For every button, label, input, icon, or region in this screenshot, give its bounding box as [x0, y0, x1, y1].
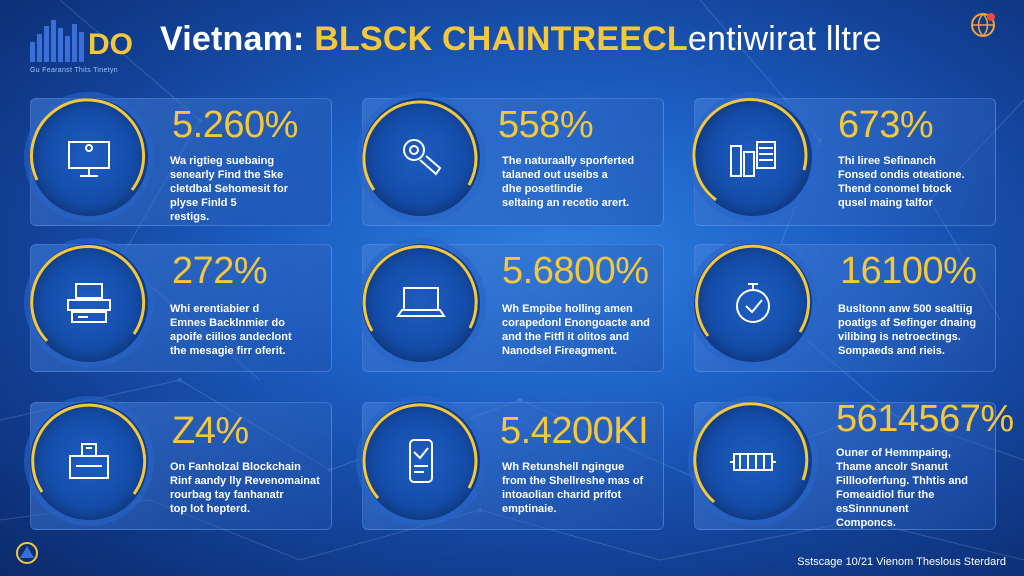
stat-value-2: 558%	[498, 104, 594, 146]
server-box-icon	[69, 443, 109, 479]
stat-desc-line: intoaolian charid prifot	[502, 489, 622, 501]
stat-desc-line: vilibing is netroectings.	[838, 331, 961, 343]
stat-desc-line: qusel maing talfor	[838, 197, 933, 209]
stat-desc-line: plyse Finld 5	[170, 197, 237, 209]
stat-value-3: 673%	[838, 104, 934, 146]
stat-ring-7	[30, 402, 148, 520]
stat-value-5: 5.6800%	[502, 250, 649, 292]
stat-desc-8: Wh Retunshell ngingue from the Shellresh…	[502, 460, 672, 516]
stat-desc-line: On Fanholzal Blockchain	[170, 461, 301, 473]
circuit-icon	[730, 453, 776, 471]
stat-ring-6	[694, 244, 812, 362]
footer-logo-icon	[16, 542, 38, 564]
stat-desc-line: apoife ciilios andeclont	[170, 331, 292, 343]
svg-text:DO: DO	[88, 28, 133, 61]
stat-ring-3	[692, 98, 812, 216]
stat-desc-line: seltaing an recetio arert.	[502, 197, 630, 209]
stat-ring-4	[30, 244, 148, 362]
stat-desc-line: the mesagie firr oferit.	[170, 345, 286, 357]
stat-desc-2: The naturaally sporferted talaned out us…	[502, 154, 672, 210]
stat-desc-line: Wh Empibe holling amen	[502, 303, 633, 315]
stat-desc-line: Fomeaidiol fiur the	[836, 489, 935, 501]
stat-desc-line: Nanodsel Fireagment.	[502, 345, 617, 357]
stat-desc-line: Filllooferfung. Thhtis and	[836, 475, 968, 487]
title-country: Vietnam:	[160, 20, 315, 58]
stat-value-4: 272%	[172, 250, 268, 292]
stat-desc-line: Sompaeds and rieis.	[838, 345, 945, 357]
stat-desc-line: and the Fitfl it olitos and	[502, 331, 630, 343]
brand-logo: DO	[30, 20, 133, 62]
title-suffix: entiwirat lltre	[687, 20, 882, 58]
stat-desc-line: Fonsed ondis oteatione.	[838, 169, 965, 181]
stat-desc-4: Whi erentiabier d Emnes Backlnmier do ap…	[170, 302, 340, 358]
stat-desc-line: Emnes Backlnmier do	[170, 317, 285, 329]
stat-desc-7: On Fanholzal Blockchain Rinf aandy lly R…	[170, 460, 340, 516]
globe-icon	[971, 13, 995, 37]
stat-desc-line: Busltonn anw 500 sealtiig	[838, 303, 973, 315]
stat-desc-line: emptinaie.	[502, 503, 557, 515]
stat-desc-3: Thi liree Sefinanch Fonsed ondis oteatio…	[838, 154, 1008, 210]
stat-desc-line: restigs.	[170, 211, 210, 223]
stat-desc-9: Ouner of Hemmpaing, Thame ancolr Snanut …	[836, 446, 1006, 530]
footer-credit: Sstscage 10/21 Vienom Theslous Sterdard	[797, 556, 1006, 568]
stat-desc-line: poatigs af Sefinger dnaing	[838, 317, 977, 329]
stat-desc-5: Wh Empibe holling amen corapedonl Enongo…	[502, 302, 672, 358]
stat-desc-6: Busltonn anw 500 sealtiig poatigs af Sef…	[838, 302, 1008, 358]
stat-desc-line: Thend conomel btock	[838, 183, 952, 195]
stat-ring-5	[362, 244, 480, 362]
stat-desc-line: The naturaally sporferted	[502, 155, 635, 167]
stat-value-7: Z4%	[172, 410, 249, 452]
stat-desc-line: rourbag tay fanhanatr	[170, 489, 284, 501]
stat-value-9: 5614567%	[836, 398, 1014, 440]
stat-ring-8	[362, 402, 480, 520]
laptop-icon	[396, 287, 446, 317]
stat-desc-line: Rinf aandy lly Revenomainat	[170, 475, 320, 487]
page-title: Vietnam: BLSCK CHAINTREECLentiwirat lltr…	[160, 20, 882, 59]
logo-caption: Gu Fearanst Thits Tinetyn	[30, 67, 118, 74]
stat-desc-line: Thi liree Sefinanch	[838, 155, 936, 167]
building-chart-icon	[730, 141, 776, 177]
stat-desc-1: Wa rigtieg suebaing senearly Find the Sk…	[170, 154, 340, 224]
stat-value-6: 16100%	[840, 250, 977, 292]
stat-desc-line: Ouner of Hemmpaing,	[836, 447, 951, 459]
stat-desc-line: Whi erentiabier d	[170, 303, 260, 315]
stat-desc-line: cletdbal Sehomesit for	[170, 183, 288, 195]
stat-desc-line: Wh Retunshell ngingue	[502, 461, 625, 473]
stat-value-1: 5.260%	[172, 104, 298, 146]
stat-desc-line: senearly Find the Ske	[170, 169, 284, 181]
stat-desc-line: dhe posetlindie	[502, 183, 583, 195]
stat-desc-line: Thame ancolr Snanut	[836, 461, 948, 473]
stat-value-8: 5.4200KI	[500, 410, 649, 452]
phone-icon	[409, 439, 433, 483]
stat-desc-line: Wa rigtieg suebaing	[170, 155, 275, 167]
stat-ring-2	[362, 98, 480, 216]
stat-desc-line: Componcs.	[836, 517, 896, 529]
stat-desc-line: corapedonl Enongoacte and	[502, 317, 650, 329]
gear-hand-icon	[403, 139, 442, 176]
stat-desc-line: top lot hepterd.	[170, 503, 251, 515]
stat-desc-line: esSinnnunent	[836, 503, 909, 515]
title-highlight: BLSCK CHAINTREECL	[314, 20, 688, 58]
monitor-icon	[68, 141, 110, 177]
stat-desc-line: from the Shellreshe mas of	[502, 475, 644, 487]
stat-ring-9	[693, 402, 812, 520]
stat-desc-line: talaned out useibs a	[502, 169, 608, 181]
stat-ring-1	[30, 98, 148, 216]
stopwatch-icon	[736, 283, 770, 323]
devices-icon	[67, 283, 111, 323]
